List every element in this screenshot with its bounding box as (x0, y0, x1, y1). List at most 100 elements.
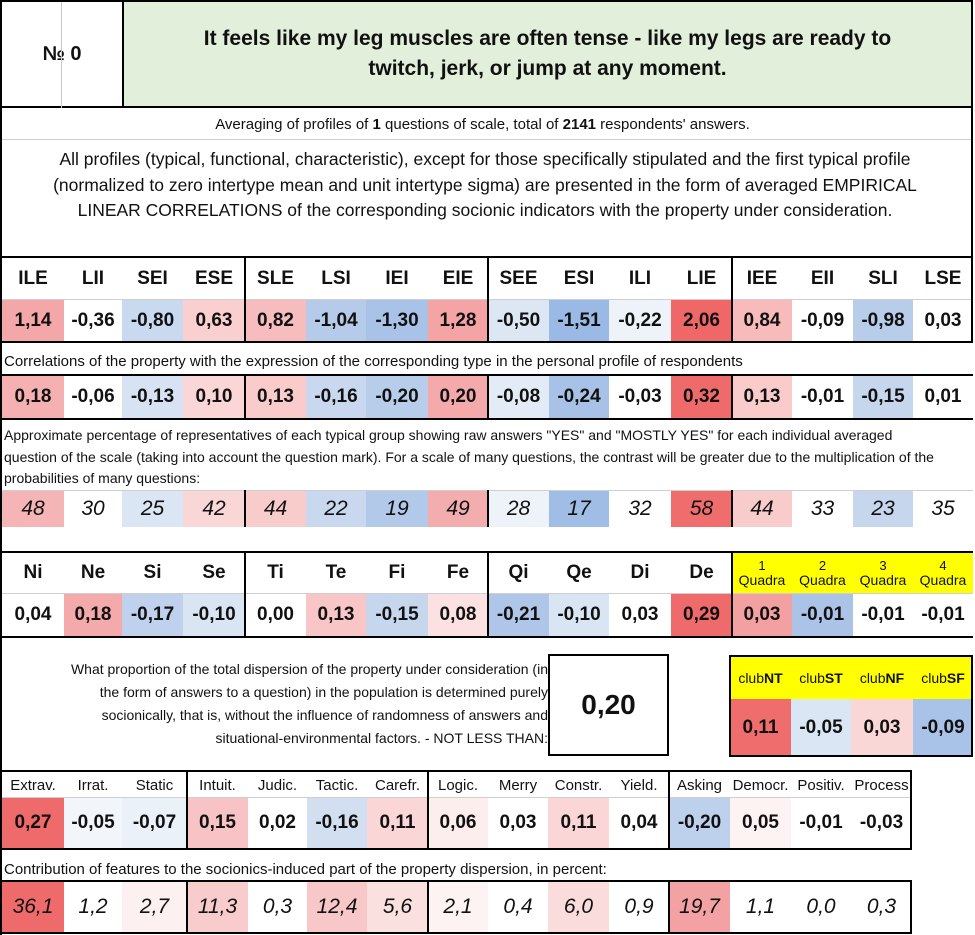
grid-line (244, 374, 246, 420)
trait-header: Irrat. (77, 776, 109, 794)
quadra-header: 3 Quadra (853, 553, 913, 593)
trait-value: -0,16 (307, 798, 367, 848)
type-percentage-value: 22 (306, 491, 366, 527)
trait-contribution: 0,4 (488, 882, 548, 932)
type-profile-value: 0,03 (913, 300, 973, 342)
trait-value: -0,01 (791, 798, 851, 848)
type-percentage-value: 25 (122, 491, 183, 527)
type-percentage-value: 44 (245, 491, 306, 527)
club-prefix: club (859, 670, 886, 686)
trait-header: Logic. (437, 776, 479, 794)
trait-value: 0,11 (548, 798, 609, 848)
club-header: club NT (730, 657, 791, 699)
type-percentage-value: 32 (609, 491, 671, 527)
trait-header: Merry (498, 776, 538, 794)
type-correlation-value: -0,08 (488, 376, 549, 418)
club-name: NF (885, 670, 905, 686)
grid-line (731, 256, 733, 342)
grid-line (0, 880, 912, 882)
profiles-note: All profiles (typical, functional, chara… (53, 149, 917, 220)
type-correlation-value: 0,10 (183, 376, 245, 418)
grid-line (427, 770, 429, 850)
quadra-word: Quadra (738, 572, 786, 588)
trait-header: Yield. (620, 776, 658, 794)
type-profile-value: 0,84 (732, 300, 792, 342)
function-header: Ni (23, 562, 43, 583)
club-header: club SF (913, 657, 973, 699)
club-name: ST (824, 670, 843, 686)
grid-line (0, 299, 973, 300)
type-header: ILE (18, 268, 48, 289)
grid-line (668, 880, 670, 934)
trait-contribution: 5,6 (367, 882, 428, 932)
type-profile-value: 0,63 (183, 300, 245, 342)
type-header: ESE (194, 268, 234, 289)
grid-line (0, 770, 912, 772)
function-value: 0,00 (245, 594, 306, 636)
clubs-border (729, 655, 973, 757)
function-value: -0,10 (183, 594, 245, 636)
club-value: 0,11 (730, 699, 791, 756)
type-correlation-value: -0,06 (64, 376, 122, 418)
averaging-prefix: Averaging of profiles of (215, 116, 373, 133)
grid-line (971, 256, 973, 342)
type-percentage-value: 23 (853, 491, 913, 527)
trait-header: Tactic. (315, 776, 359, 794)
type-profile-value: -0,80 (122, 300, 183, 342)
type-correlation-value: -0,24 (549, 376, 609, 418)
trait-contribution: 0,3 (851, 882, 912, 932)
grid-line (244, 551, 246, 637)
type-correlation-value: -0,20 (366, 376, 428, 418)
club-header: club ST (791, 657, 851, 699)
grid-line (0, 848, 912, 850)
club-value: -0,05 (791, 699, 851, 756)
quadra-value: -0,01 (913, 594, 973, 636)
function-value: 0,29 (671, 594, 732, 636)
grid-line (487, 256, 489, 342)
trait-contribution: 19,7 (669, 882, 730, 932)
trait-value: 0,15 (187, 798, 248, 848)
averaging-middle: questions of scale, total of (380, 116, 563, 133)
averaging-suffix: respondents' answers. (596, 116, 750, 133)
type-percentage-value: 28 (488, 491, 549, 527)
type-profile-value: -1,51 (549, 300, 609, 342)
grid-line (186, 880, 188, 934)
function-header: Se (202, 562, 226, 583)
type-header: SEI (137, 268, 168, 289)
trait-contribution: 12,4 (307, 882, 367, 932)
type-correlation-value: -0,03 (609, 376, 671, 418)
quadra-word: Quadra (859, 572, 907, 588)
trait-value: 0,05 (730, 798, 791, 848)
trait-value: -0,20 (669, 798, 730, 848)
trait-header: Carefr. (374, 776, 420, 794)
grid-line (427, 880, 429, 934)
averaging-line: Averaging of profiles of 1 questions of … (0, 114, 965, 135)
trait-header: Static (135, 776, 174, 794)
grid-line (487, 551, 489, 637)
dispersion-value-box: 0,20 (548, 654, 669, 756)
grid-line (487, 490, 489, 527)
correlations-caption: Correlations of the property with the ex… (4, 353, 743, 370)
grid-line (0, 932, 912, 934)
type-header: ILI (628, 268, 652, 289)
function-header: Ti (267, 562, 284, 583)
trait-value: 0,06 (428, 798, 488, 848)
grid-line (0, 551, 973, 553)
grid-line (910, 880, 912, 934)
function-header: Qe (566, 562, 592, 583)
type-profile-value: 1,28 (428, 300, 488, 342)
percentage-caption: Approximate percentage of representative… (4, 427, 934, 486)
trait-contribution: 2,1 (428, 882, 488, 932)
club-name: NT (764, 670, 783, 686)
function-header: Di (630, 562, 650, 583)
trait-header: Extrav. (10, 776, 56, 794)
quadra-value: 0,03 (732, 594, 792, 636)
function-header: Fe (446, 562, 470, 583)
dispersion-value: 0,20 (581, 689, 636, 720)
type-percentage-value: 58 (671, 491, 732, 527)
function-header: Ne (80, 562, 106, 583)
grid-line (487, 374, 489, 420)
type-percentage-value: 42 (183, 491, 245, 527)
type-profile-value: 0,82 (245, 300, 306, 342)
type-header: IEI (385, 268, 409, 289)
